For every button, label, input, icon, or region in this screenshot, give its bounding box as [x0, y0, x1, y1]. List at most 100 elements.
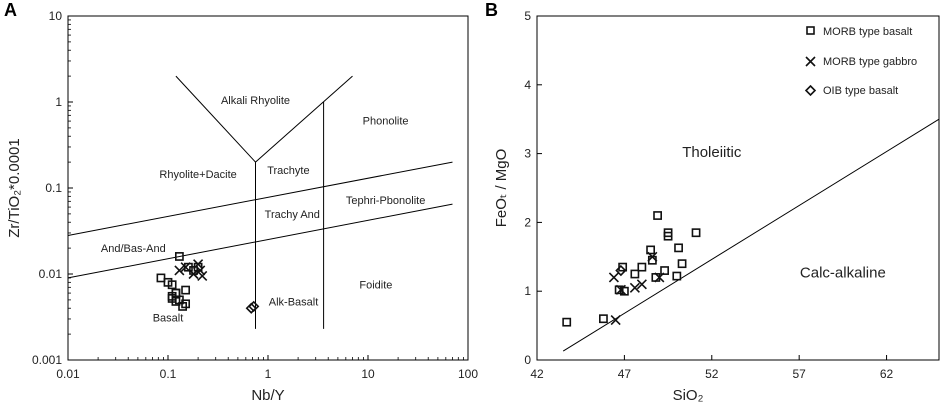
b-point-morb-type-basalt — [599, 314, 608, 324]
legend-item-morb-gabbro: MORB type gabbro — [805, 56, 917, 68]
a-boundary-v-left-arm — [175, 75, 256, 163]
b-point-morb-type-basalt — [630, 269, 640, 279]
chart-a-boundaries — [67, 75, 453, 329]
legend-square-marker — [806, 26, 815, 35]
chart-a-y-ticks: 0.001 0.01 0.1 1 10 — [32, 9, 73, 367]
legend-x-marker — [805, 56, 816, 67]
a-x-tick-label: 1 — [265, 367, 272, 381]
b-point-morb-type-basalt — [674, 243, 683, 253]
b-x-tick-label: 47 — [618, 367, 632, 381]
legend-label-oib-basalt: OIB type basalt — [823, 85, 898, 97]
chart-b-fields: Tholeiitic Calc-alkaline — [682, 144, 886, 281]
chart-a-points — [156, 252, 260, 314]
a-field-label-alk-basalt: Alk-Basalt — [269, 297, 319, 309]
b-y-tick-label: 1 — [524, 284, 531, 298]
a-field-label-and-bas-and: And/Bas-And — [101, 243, 166, 255]
b-point-oib-type-basalt — [615, 264, 627, 277]
chart-b-y-axis-label: FeOₜ / MgO — [493, 149, 510, 228]
legend-label-morb-gabbro: MORB type gabbro — [823, 56, 917, 68]
a-point-morb-type-gabbro — [197, 270, 208, 281]
b-point-morb-type-basalt — [691, 228, 701, 238]
b-y-tick-label: 4 — [524, 78, 531, 92]
a-point-morb-type-basalt — [178, 302, 188, 311]
a-boundary-upper-diagonal — [67, 161, 453, 236]
b-y-tick-label: 2 — [524, 215, 531, 229]
a-field-label-rhyolite-dacite: Rhyolite+Dacite — [159, 169, 236, 181]
a-field-label-trachyte: Trachyte — [267, 165, 309, 177]
b-boundary-tholeiitic-calc-alkaline — [562, 118, 940, 352]
b-point-morb-type-basalt — [646, 245, 656, 255]
a-y-tick-label: 0.01 — [39, 267, 63, 281]
b-point-morb-type-basalt — [672, 271, 682, 281]
panel-a-label: A — [4, 0, 17, 20]
b-point-morb-type-gabbro — [647, 251, 658, 262]
a-point-morb-type-gabbro — [188, 268, 199, 280]
chart-b: 42 47 52 57 62 0 1 2 3 4 5 Tholeiitic Calc-alkalin… — [493, 9, 940, 404]
a-field-label-basalt: Basalt — [153, 313, 184, 325]
a-x-tick-label: 10 — [361, 367, 375, 381]
b-point-morb-type-basalt — [562, 317, 572, 327]
a-boundary-lower-diagonal — [67, 203, 453, 279]
b-x-tick-label: 62 — [880, 367, 894, 381]
a-field-label-alkali-rhyolite: Alkali Rhyolite — [221, 95, 290, 107]
chart-b-x-ticks: 42 47 52 57 62 — [530, 355, 894, 381]
a-field-label-tephri-pbonolite: Tephri-Pbonolite — [346, 195, 426, 207]
a-y-tick-label: 0.1 — [45, 181, 62, 195]
a-y-tick-label: 0.001 — [32, 353, 62, 367]
a-field-label-foidite: Foidite — [359, 279, 392, 291]
chart-b-boundaries — [562, 118, 940, 352]
a-x-tick-label: 100 — [458, 367, 478, 381]
a-point-oib-type-basalt — [245, 302, 257, 314]
legend-diamond-marker — [804, 84, 817, 97]
legend-item-morb-basalt: MORB type basalt — [806, 26, 912, 38]
b-point-morb-type-basalt — [637, 262, 647, 272]
b-y-tick-label: 3 — [524, 147, 531, 161]
chart-a-x-ticks: 0.01 0.1 1 10 100 — [56, 355, 478, 381]
b-point-morb-type-basalt — [619, 286, 629, 296]
b-y-tick-label: 0 — [524, 353, 531, 367]
b-y-tick-label: 5 — [524, 9, 531, 23]
legend-item-oib-basalt: OIB type basalt — [804, 84, 898, 97]
a-point-morb-type-basalt — [171, 288, 181, 298]
a-point-morb-type-basalt — [156, 273, 166, 283]
b-point-morb-type-gabbro — [608, 272, 619, 283]
a-field-label-trachy-and: Trachy And — [265, 209, 320, 221]
a-x-tick-label: 0.1 — [160, 367, 177, 381]
a-point-morb-type-gabbro — [193, 259, 204, 270]
b-point-morb-type-gabbro — [629, 282, 640, 293]
a-point-morb-type-basalt — [167, 280, 177, 290]
chart-a-fields: Alkali Rhyolite Phonolite Trachyte Rhyolite… — [101, 95, 425, 325]
b-point-morb-type-basalt — [660, 266, 669, 275]
panel-b-label: B — [485, 0, 498, 20]
chart-b-legend: MORB type basalt MORB type gabbro OIB ty… — [804, 26, 917, 97]
b-x-tick-label: 57 — [792, 367, 806, 381]
b-point-morb-type-gabbro — [615, 284, 626, 295]
a-point-morb-type-basalt — [174, 252, 184, 261]
b-x-tick-label: 42 — [530, 367, 544, 381]
b-point-morb-type-basalt — [653, 211, 662, 220]
b-point-morb-type-gabbro — [654, 272, 665, 283]
legend-label-morb-basalt: MORB type basalt — [823, 26, 912, 38]
a-boundary-v-right-arm — [255, 75, 353, 163]
chart-b-plot-frame — [536, 15, 940, 361]
b-point-morb-type-basalt — [677, 259, 687, 269]
a-point-morb-type-gabbro — [174, 265, 185, 276]
b-point-morb-type-basalt — [614, 285, 624, 295]
a-y-tick-label: 1 — [55, 95, 62, 109]
a-field-label-phonolite: Phonolite — [363, 115, 409, 127]
a-point-oib-type-basalt — [248, 300, 260, 313]
b-x-tick-label: 52 — [705, 367, 719, 381]
chart-b-x-axis-label: SiO₂ — [673, 387, 704, 404]
chart-a-x-axis-label: Nb/Y — [251, 387, 284, 404]
b-point-morb-type-basalt — [663, 231, 673, 241]
a-point-morb-type-gabbro — [195, 265, 206, 276]
b-point-morb-type-gabbro — [610, 315, 621, 326]
b-field-label-calc-alkaline: Calc-alkaline — [800, 264, 886, 281]
a-point-morb-type-basalt — [181, 285, 191, 295]
chart-b-y-ticks: 0 1 2 3 4 5 — [524, 9, 542, 367]
a-x-tick-label: 0.01 — [56, 367, 80, 381]
a-y-tick-label: 10 — [49, 9, 63, 23]
b-field-label-tholeiitic: Tholeiitic — [682, 144, 742, 161]
chart-b-points — [562, 211, 701, 327]
